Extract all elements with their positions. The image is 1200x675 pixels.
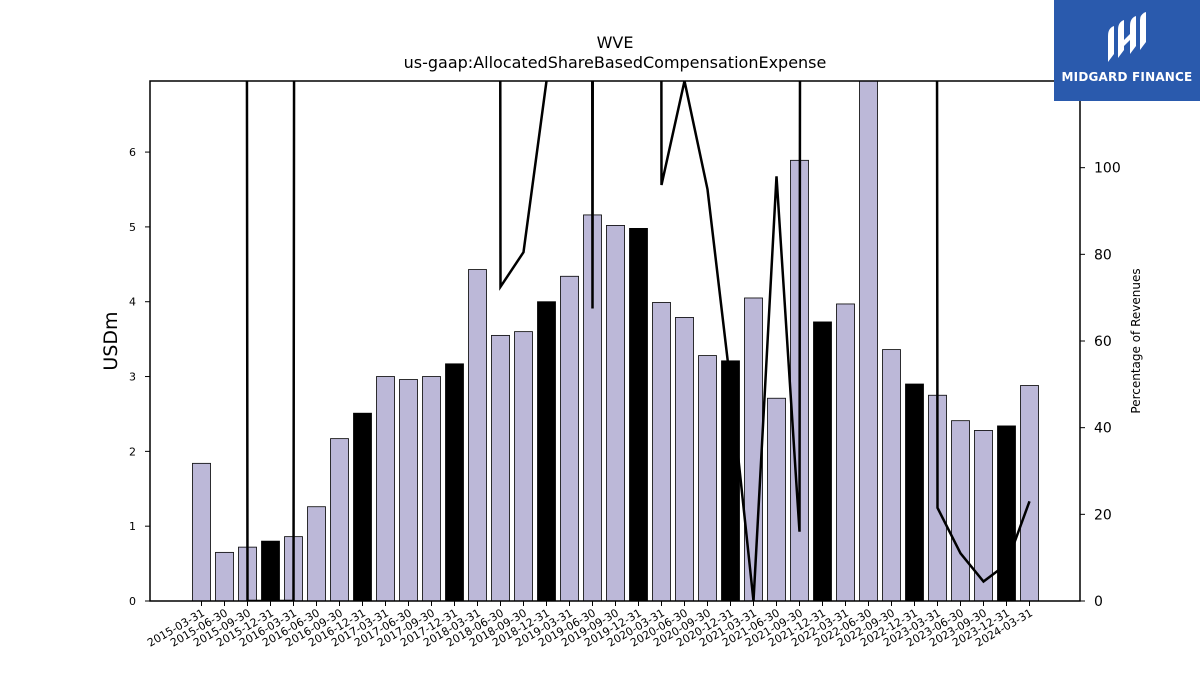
bar-2020-03-31 <box>652 302 671 602</box>
chart-subtitle: us-gaap:AllocatedShareBasedCompensationE… <box>404 53 827 72</box>
logo-mark-icon <box>1108 12 1146 62</box>
bar-2018-03-31 <box>468 269 487 602</box>
bar-2022-12-31 <box>905 383 924 602</box>
bar-2020-09-30 <box>698 355 717 602</box>
bar-2019-09-30 <box>606 225 625 602</box>
bar-2016-12-31 <box>353 412 372 602</box>
bar-2016-06-30 <box>307 506 326 602</box>
y-tick-label: 4 <box>129 296 136 309</box>
bar-2022-06-30 <box>859 80 878 602</box>
bars-group <box>192 80 1039 602</box>
bar-2023-06-30 <box>951 420 970 602</box>
y2-tick-label: 80 <box>1094 247 1112 263</box>
y-axis-label: USDm <box>100 311 122 370</box>
bar-2024-03-31 <box>1020 385 1039 602</box>
y2-tick-label: 20 <box>1094 507 1112 523</box>
bar-2017-06-30 <box>399 379 418 602</box>
bar-2015-03-31 <box>192 462 211 602</box>
chart-title: WVE <box>597 33 634 52</box>
y2-axis-label: Percentage of Revenues <box>1129 268 1143 413</box>
axes-group: 01234560204060801002015-03-312015-06-302… <box>129 80 1121 650</box>
bar-2015-06-30 <box>215 551 234 602</box>
percentage-line-segment-1 <box>499 81 802 601</box>
y-tick-label: 1 <box>129 520 136 533</box>
brand-logo: MIDGARD FINANCE <box>1054 0 1200 101</box>
y2-tick-label: 60 <box>1094 334 1112 350</box>
bar-2022-03-31 <box>836 303 855 602</box>
bar-2019-12-31 <box>629 227 648 602</box>
bar-2023-12-31 <box>997 425 1016 602</box>
line-group <box>245 81 1031 601</box>
percentage-line-segment-0 <box>245 81 296 601</box>
bar-2016-09-30 <box>330 438 349 602</box>
y-tick-label: 5 <box>129 221 136 234</box>
bar-2018-09-30 <box>514 331 533 602</box>
y-tick-label: 3 <box>129 371 136 384</box>
percentage-line-segment-2 <box>935 81 1031 584</box>
bar-2017-03-31 <box>376 376 395 602</box>
bar-2021-03-31 <box>744 297 763 602</box>
y-tick-label: 0 <box>129 595 136 608</box>
bar-2017-12-31 <box>445 363 464 602</box>
bar-2020-06-30 <box>675 317 694 602</box>
y-tick-label: 6 <box>129 146 136 159</box>
y2-tick-label: 40 <box>1094 421 1112 437</box>
bar-2018-12-31 <box>537 301 556 602</box>
bar-2020-12-31 <box>721 360 740 602</box>
bar-2019-03-31 <box>560 275 579 602</box>
bar-2018-06-30 <box>491 334 510 602</box>
y2-tick-label: 100 <box>1094 161 1121 177</box>
logo-text: MIDGARD FINANCE <box>1061 70 1193 84</box>
bar-2021-06-30 <box>767 397 786 602</box>
y2-tick-label: 0 <box>1094 594 1103 610</box>
y-tick-label: 2 <box>129 445 136 458</box>
bar-2017-09-30 <box>422 376 441 602</box>
bar-2022-09-30 <box>882 349 901 602</box>
bar-2015-12-31 <box>261 540 280 602</box>
bar-2021-12-31 <box>813 321 832 602</box>
